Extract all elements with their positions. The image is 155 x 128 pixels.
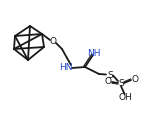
Text: NH: NH (87, 49, 101, 57)
Text: S: S (118, 78, 124, 88)
Text: HN: HN (59, 63, 73, 72)
Text: S: S (107, 71, 113, 79)
Text: O: O (49, 38, 57, 46)
Text: O: O (131, 76, 139, 84)
Text: OH: OH (118, 93, 132, 103)
Text: O: O (104, 77, 111, 87)
